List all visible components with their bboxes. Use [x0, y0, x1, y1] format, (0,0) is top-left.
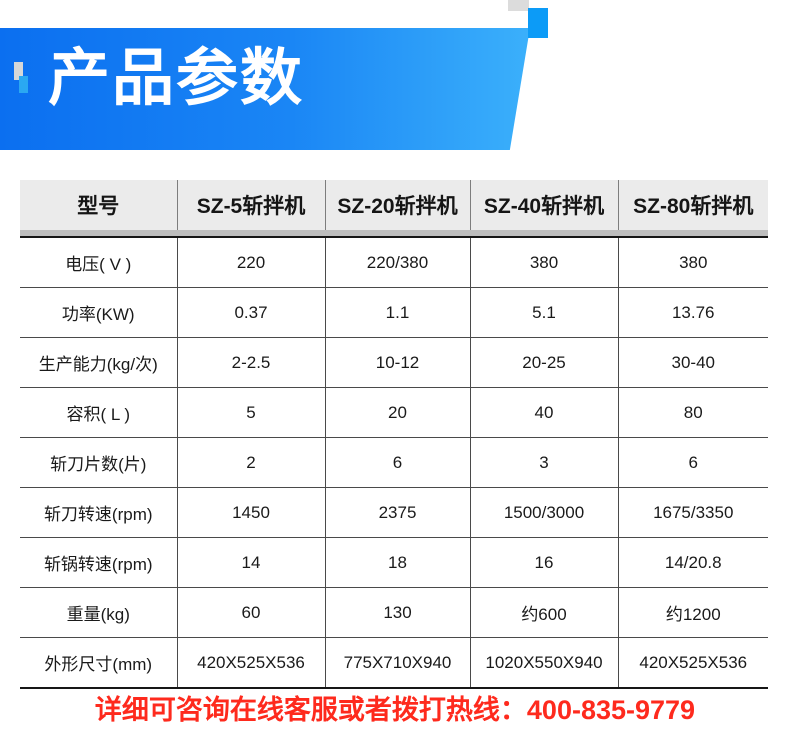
table-header-separator: [20, 230, 768, 238]
cell-capacity-sz80: 30-40: [618, 337, 768, 388]
banner-decor-grey-bar-icon: [14, 62, 23, 80]
cell-voltage-sz20: 220/380: [325, 237, 471, 288]
cell-dimensions-sz40: 1020X550X940: [470, 637, 619, 689]
cell-blade-count-sz40: 3: [470, 437, 619, 488]
cell-weight-sz80: 约1200: [618, 587, 768, 638]
cell-blade-count-sz5: 2: [177, 437, 326, 488]
row-label-bowl-speed: 斩锅转速(rpm): [20, 537, 178, 588]
banner-decor-blue-bar-icon: [19, 76, 28, 93]
column-header-sz40: SZ-40斩拌机: [469, 180, 618, 230]
cell-power-sz80: 13.76: [618, 287, 768, 338]
table-row: 重量(kg) 60 130 约600 约1200: [20, 587, 768, 638]
column-header-sz20: SZ-20斩拌机: [324, 180, 470, 230]
cell-voltage-sz40: 380: [470, 237, 619, 288]
cell-volume-sz80: 80: [618, 387, 768, 438]
cell-blade-speed-sz20: 2375: [325, 487, 471, 538]
row-label-power: 功率(KW): [20, 287, 178, 338]
table-row: 斩锅转速(rpm) 14 18 16 14/20.8: [20, 537, 768, 588]
cell-blade-count-sz80: 6: [618, 437, 768, 488]
cell-capacity-sz40: 20-25: [470, 337, 619, 388]
page-banner: 产品参数: [0, 0, 790, 160]
cell-volume-sz40: 40: [470, 387, 619, 438]
row-label-dimensions: 外形尺寸(mm): [20, 637, 178, 689]
hotline-note: 详细可咨询在线客服或者拨打热线：400-835-9779: [94, 695, 696, 725]
header-underbar: [20, 230, 768, 236]
row-label-volume: 容积( L ): [20, 387, 178, 438]
row-label-blade-count: 斩刀片数(片): [20, 437, 178, 488]
column-header-sz80: SZ-80斩拌机: [617, 180, 768, 230]
cell-weight-sz40: 约600: [470, 587, 619, 638]
row-label-weight: 重量(kg): [20, 587, 178, 638]
header-underbar-fill: [20, 230, 768, 236]
cell-blade-speed-sz80: 1675/3350: [618, 487, 768, 538]
cell-bowl-speed-sz40: 16: [470, 537, 619, 588]
cell-blade-speed-sz5: 1450: [177, 487, 326, 538]
cell-weight-sz5: 60: [177, 587, 326, 638]
table-row: 斩刀转速(rpm) 1450 2375 1500/3000 1675/3350: [20, 487, 768, 538]
table-row: 斩刀片数(片) 2 6 3 6: [20, 437, 768, 488]
cell-dimensions-sz80: 420X525X536: [618, 637, 768, 689]
table-row: 生产能力(kg/次) 2-2.5 10-12 20-25 30-40: [20, 337, 768, 388]
banner-grey-square-icon: [508, 0, 529, 11]
cell-voltage-sz80: 380: [618, 237, 768, 288]
cell-power-sz40: 5.1: [470, 287, 619, 338]
cell-volume-sz20: 20: [325, 387, 471, 438]
cell-voltage-sz5: 220: [177, 237, 326, 288]
banner-background: [0, 28, 530, 150]
column-header-model: 型号: [20, 180, 177, 230]
cell-capacity-sz5: 2-2.5: [177, 337, 326, 388]
table-row: 功率(KW) 0.37 1.1 5.1 13.76: [20, 287, 768, 338]
cell-bowl-speed-sz20: 18: [325, 537, 471, 588]
banner-blue-square-icon: [528, 8, 548, 38]
cell-blade-speed-sz40: 1500/3000: [470, 487, 619, 538]
cell-blade-count-sz20: 6: [325, 437, 471, 488]
row-label-blade-speed: 斩刀转速(rpm): [20, 487, 178, 538]
row-label-capacity-per-batch: 生产能力(kg/次): [20, 337, 178, 388]
cell-volume-sz5: 5: [177, 387, 326, 438]
cell-power-sz20: 1.1: [325, 287, 471, 338]
cell-power-sz5: 0.37: [177, 287, 326, 338]
column-header-sz5: SZ-5斩拌机: [176, 180, 325, 230]
cell-dimensions-sz5: 420X525X536: [177, 637, 326, 689]
table-body: 电压( V ) 220 220/380 380 380 功率(KW) 0.37 …: [20, 237, 768, 689]
specifications-table: 型号 SZ-5斩拌机 SZ-20斩拌机 SZ-40斩拌机 SZ-80斩拌机 电压…: [20, 180, 768, 689]
cell-dimensions-sz20: 775X710X940: [325, 637, 471, 689]
table-header: 型号 SZ-5斩拌机 SZ-20斩拌机 SZ-40斩拌机 SZ-80斩拌机: [20, 180, 768, 230]
table-header-row: 型号 SZ-5斩拌机 SZ-20斩拌机 SZ-40斩拌机 SZ-80斩拌机: [20, 180, 768, 230]
table-row: 容积( L ) 5 20 40 80: [20, 387, 768, 438]
page-title: 产品参数: [48, 44, 305, 113]
cell-capacity-sz20: 10-12: [325, 337, 471, 388]
table-row: 电压( V ) 220 220/380 380 380: [20, 237, 768, 288]
cell-weight-sz20: 130: [325, 587, 471, 638]
row-label-voltage: 电压( V ): [20, 237, 178, 288]
cell-bowl-speed-sz80: 14/20.8: [618, 537, 768, 588]
cell-bowl-speed-sz5: 14: [177, 537, 326, 588]
table-row: 外形尺寸(mm) 420X525X536 775X710X940 1020X55…: [20, 637, 768, 689]
